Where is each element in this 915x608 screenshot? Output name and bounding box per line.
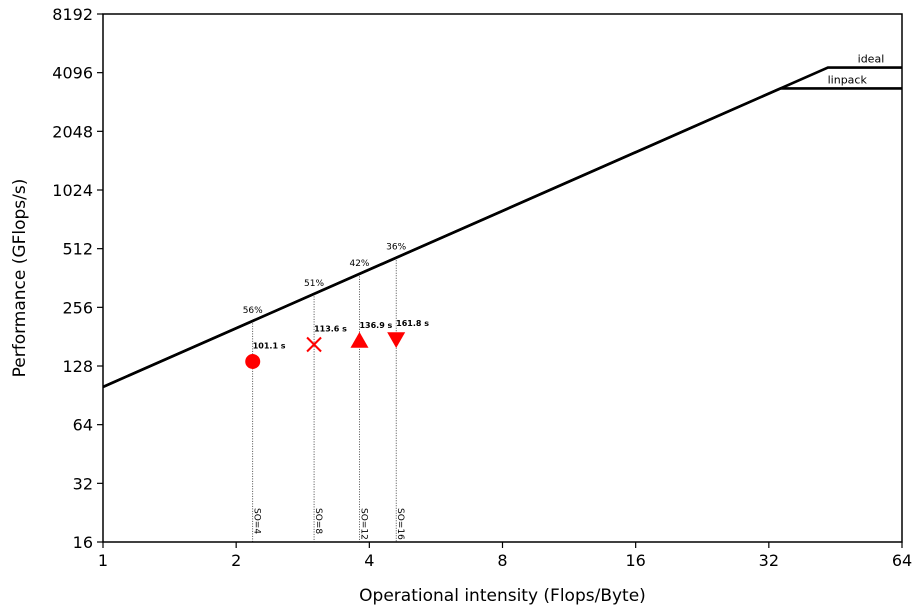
x-tick-label: 1 [98,551,108,570]
y-tick-label: 256 [62,298,93,317]
so-label: SO=4 [252,508,262,534]
chart-marks [245,331,406,369]
y-tick-label: 8192 [52,5,93,24]
y-tick-label: 2048 [52,122,93,141]
so-label: SO=16 [395,508,405,540]
y-axis-title: Performance (GFlops/s) [10,179,30,378]
point-triangle-up [350,331,369,348]
ceiling-label-linpack: linpack [828,73,868,86]
point-circle [245,353,261,369]
y-tick-label: 512 [62,240,93,259]
so-label: SO=12 [358,508,368,540]
x-axis-title: Operational intensity (Flops/Byte) [359,586,646,606]
plot-frame [102,13,903,543]
so-label: SO=8 [313,508,323,534]
y-tick-label: 128 [62,357,93,376]
efficiency-label: 56% [243,306,263,316]
efficiency-label: 42% [349,259,369,269]
runtime-label: 113.6 s [314,325,347,334]
runtime-label: 101.1 s [253,341,286,350]
roofline-linpack [102,87,902,389]
y-tick-label: 32 [73,474,93,493]
ceiling-label-ideal: ideal [858,53,885,66]
y-tick-label: 1024 [52,181,93,200]
efficiency-label: 51% [304,279,324,289]
y-tick-label: 4096 [52,64,93,83]
axes: 1 2 4 8 16 32 64 16 32 64 128 256 512 1024 2048 4096 819… [52,5,912,570]
point-triangle-down [387,332,406,349]
x-tick-label: 32 [759,551,779,570]
plot-area: ideal linpack 56% SO=4 101.1 s 51% SO=8 113.6 s… [102,53,902,542]
runtime-label: 161.8 s [396,319,429,328]
x-tick-label: 2 [231,551,241,570]
efficiency-label: 36% [386,243,406,253]
x-tick-label: 16 [625,551,645,570]
runtime-label: 136.9 s [359,321,392,330]
x-tick-label: 64 [892,551,912,570]
y-tick-label: 16 [73,533,93,552]
y-tick-label: 64 [73,416,93,435]
x-tick-label: 4 [364,551,374,570]
roofline-ideal [102,66,902,389]
x-tick-label: 8 [497,551,507,570]
point-x-stroke [306,336,322,353]
